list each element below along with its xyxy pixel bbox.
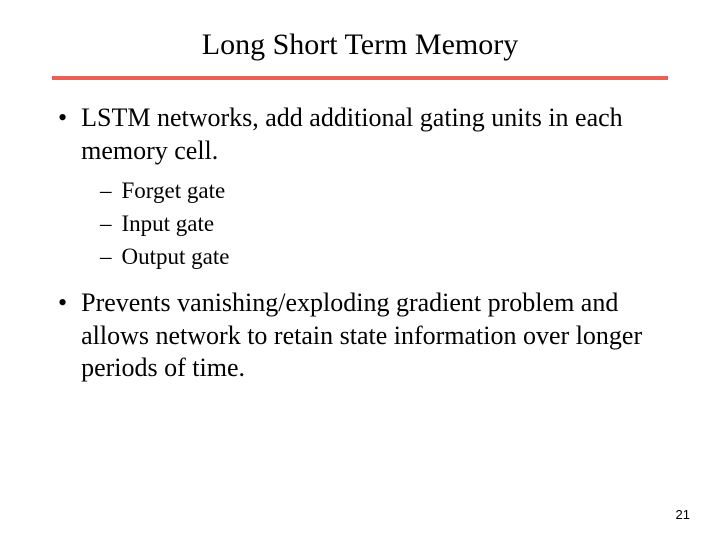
bullet-text: LSTM networks, add additional gating uni…	[81, 102, 668, 167]
sub-marker: –	[100, 210, 112, 239]
bullet-item: • LSTM networks, add additional gating u…	[56, 102, 668, 167]
bullet-text: Prevents vanishing/exploding gradient pr…	[81, 287, 668, 385]
sub-marker: –	[100, 177, 112, 206]
sub-list: – Forget gate – Input gate – Output gate	[100, 177, 668, 271]
page-number: 21	[676, 507, 690, 522]
title-divider	[52, 76, 668, 80]
bullet-marker: •	[58, 102, 67, 135]
slide-title: Long Short Term Memory	[52, 28, 668, 62]
sub-text: Output gate	[122, 243, 230, 272]
slide-content: • LSTM networks, add additional gating u…	[52, 102, 668, 385]
sub-marker: –	[100, 243, 112, 272]
bullet-marker: •	[58, 287, 67, 320]
bullet-item: • Prevents vanishing/exploding gradient …	[56, 287, 668, 385]
slide-container: Long Short Term Memory • LSTM networks, …	[0, 0, 720, 540]
sub-item: – Input gate	[100, 210, 668, 239]
sub-item: – Forget gate	[100, 177, 668, 206]
sub-text: Forget gate	[122, 177, 226, 206]
bullet-list: • LSTM networks, add additional gating u…	[56, 102, 668, 385]
sub-text: Input gate	[122, 210, 215, 239]
sub-item: – Output gate	[100, 243, 668, 272]
